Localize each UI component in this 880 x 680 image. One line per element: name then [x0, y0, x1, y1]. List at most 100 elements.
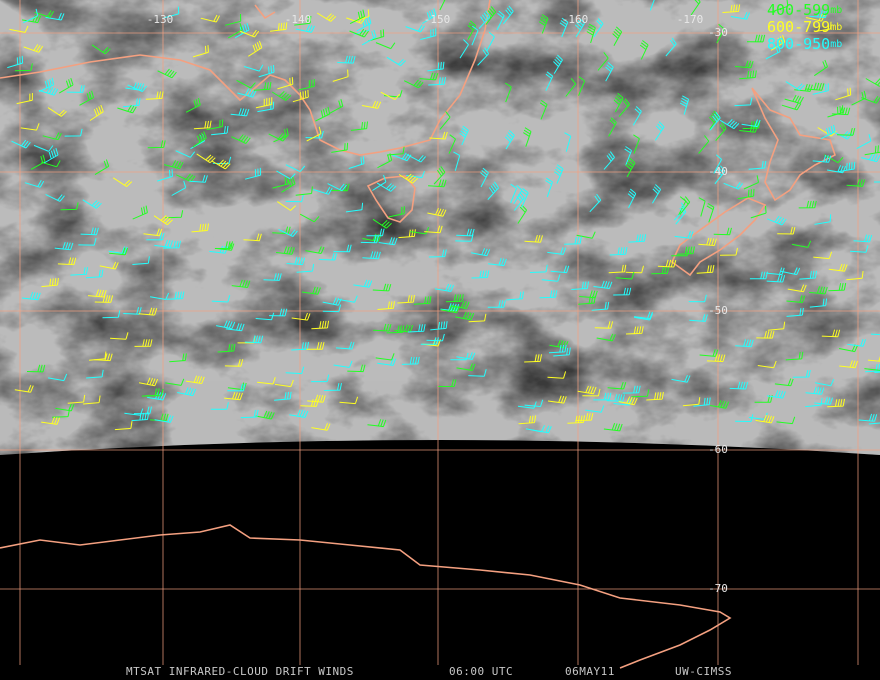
wind-barb: [271, 90, 292, 101]
wind-barb: [786, 307, 804, 317]
wind-barb: [567, 415, 586, 424]
wind-barb: [386, 146, 405, 156]
wind-barb: [739, 70, 757, 80]
wind-barb: [394, 324, 414, 333]
wind-barb: [713, 227, 732, 236]
wind-barb: [428, 77, 446, 86]
wind-barb: [276, 170, 296, 180]
wind-barb: [419, 72, 439, 81]
wind-barb: [313, 187, 333, 195]
wind-barb: [713, 154, 723, 174]
wind-barb: [593, 18, 604, 38]
wind-barb: [456, 352, 476, 360]
wind-barb: [333, 360, 353, 368]
wind-barb: [459, 39, 469, 59]
wind-barb: [315, 106, 331, 122]
legend: 400-599mb 600-799mb 800-950mb: [767, 1, 842, 53]
wind-barb: [145, 388, 164, 397]
wind-barb: [805, 386, 825, 395]
wind-barb: [16, 92, 33, 105]
satellite-image: [0, 0, 880, 455]
wind-barb: [306, 342, 325, 350]
longitude-label: -140: [285, 13, 312, 26]
wind-barb: [406, 153, 426, 163]
wind-barb: [698, 237, 717, 246]
wind-barb: [502, 5, 514, 25]
wind-barb: [58, 77, 74, 94]
wind-barb: [273, 128, 289, 143]
wind-barb: [285, 164, 306, 173]
wind-barb: [360, 235, 379, 244]
wind-barb: [487, 300, 506, 308]
wind-barb: [679, 196, 691, 216]
wind-barb: [427, 61, 445, 72]
wind-barb: [349, 28, 369, 38]
wind-barb: [593, 280, 613, 289]
wind-barb: [613, 287, 632, 296]
wind-barb: [362, 251, 381, 260]
wind-barb: [582, 388, 601, 397]
wind-barb: [356, 16, 372, 32]
wind-barb: [398, 229, 416, 239]
wind-barb: [772, 0, 789, 12]
wind-barb: [715, 122, 727, 142]
wind-barb: [429, 131, 448, 140]
wind-barb: [322, 297, 342, 306]
wind-barb: [627, 188, 637, 209]
wind-barb: [722, 4, 741, 13]
wind-barb: [548, 344, 567, 354]
wind-barb: [651, 266, 670, 275]
wind-barb: [333, 244, 352, 253]
wind-barb: [734, 60, 754, 69]
wind-barb: [814, 397, 833, 405]
wind-barb: [147, 391, 167, 401]
wind-barb: [403, 79, 424, 89]
wind-barb: [277, 77, 294, 90]
wind-barb: [60, 202, 79, 211]
wind-barb: [820, 124, 836, 140]
wind-barbs: [7, 0, 880, 434]
wind-barb: [375, 42, 396, 50]
wind-barb: [874, 371, 880, 373]
wind-barb: [867, 356, 880, 362]
wind-barb: [361, 100, 382, 109]
wind-barb: [322, 304, 342, 313]
wind-barb: [281, 176, 296, 193]
wind-barb: [450, 300, 470, 309]
wind-barb: [836, 127, 856, 136]
wind-barb: [80, 227, 99, 236]
wind-barb: [478, 10, 491, 29]
wind-barb: [853, 234, 873, 243]
wind-barb: [730, 12, 750, 20]
wind-barb: [114, 421, 133, 431]
wind-barb: [547, 395, 567, 404]
wind-barb: [99, 261, 119, 270]
wind-barb: [257, 101, 275, 113]
wind-barb: [606, 394, 625, 402]
wind-barb: [723, 182, 744, 190]
wind-barb: [814, 21, 832, 33]
wind-barb: [38, 77, 55, 92]
wind-barb: [41, 277, 59, 288]
wind-barb: [225, 323, 245, 332]
wind-barb: [299, 213, 320, 223]
wind-barb: [521, 188, 529, 208]
wind-barb: [243, 233, 262, 242]
wind-barb: [547, 371, 567, 379]
wind-barb: [467, 20, 477, 40]
wind-barb: [45, 12, 65, 21]
wind-barb: [380, 91, 401, 101]
wind-barb: [524, 234, 543, 243]
wind-barb: [628, 234, 647, 243]
wind-barb: [298, 79, 315, 91]
wind-barb: [285, 194, 304, 203]
wind-barb: [386, 325, 405, 334]
wind-barb: [827, 398, 845, 408]
wind-barb: [453, 151, 461, 171]
wind-barb: [427, 207, 447, 217]
wind-barb: [217, 343, 236, 353]
wind-barb: [185, 97, 201, 113]
wind-barb: [332, 69, 349, 82]
wind-barb: [274, 391, 292, 401]
wind-barb: [237, 88, 257, 98]
